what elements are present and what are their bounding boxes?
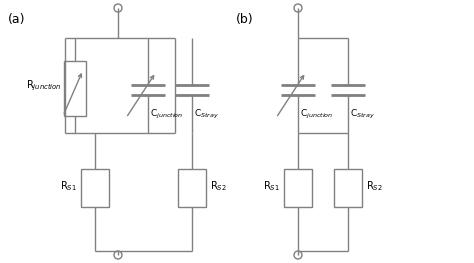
Text: C$_{Stray}$: C$_{Stray}$ [350,108,375,121]
Text: R$_{S2}$: R$_{S2}$ [210,179,227,193]
Text: R$_{junction}$: R$_{junction}$ [26,79,62,93]
Text: C$_{junction}$: C$_{junction}$ [150,108,183,121]
Text: (a): (a) [8,13,26,26]
Text: R$_{S1}$: R$_{S1}$ [263,179,280,193]
Bar [284,169,312,207]
Text: C$_{junction}$: C$_{junction}$ [300,108,333,121]
Text: (b): (b) [236,13,254,26]
Bar [64,60,86,115]
Bar [81,169,109,207]
Text: R$_{S1}$: R$_{S1}$ [60,179,77,193]
Bar [334,169,362,207]
Text: C$_{Stray}$: C$_{Stray}$ [194,108,219,121]
Bar [178,169,206,207]
Text: R$_{S2}$: R$_{S2}$ [366,179,383,193]
